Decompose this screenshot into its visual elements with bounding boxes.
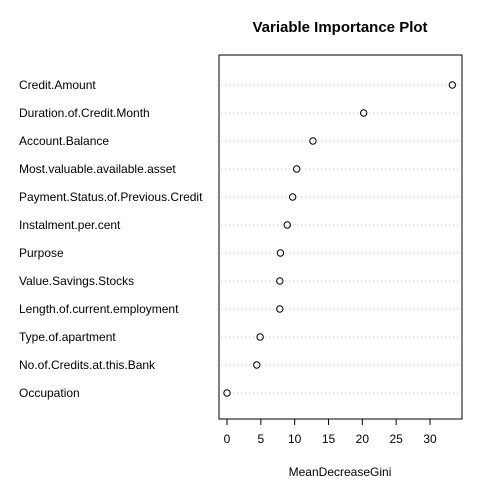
variable-label: Length.of.current.employment xyxy=(19,302,179,316)
x-tick-label: 25 xyxy=(389,432,403,446)
data-points xyxy=(223,81,457,397)
x-tick-label: 15 xyxy=(322,432,336,446)
plot-frame xyxy=(218,54,463,420)
chart-title: Variable Importance Plot xyxy=(252,19,427,36)
data-point xyxy=(276,249,285,257)
data-point xyxy=(223,389,231,397)
data-point xyxy=(359,109,368,117)
variable-label: Duration.of.Credit.Month xyxy=(19,106,150,120)
x-tick-label: 10 xyxy=(288,432,302,446)
data-point xyxy=(292,165,301,173)
x-tick-label: 5 xyxy=(257,432,264,446)
variable-label: Payment.Status.of.Previous.Credit xyxy=(19,190,203,204)
variable-label: Occupation xyxy=(19,386,80,400)
variable-label: Instalment.per.cent xyxy=(19,218,121,232)
x-axis-label: MeanDecreaseGini xyxy=(289,465,392,479)
variable-labels: Credit.Amount Duration.of.Credit.Month Acc… xyxy=(19,78,203,400)
data-point xyxy=(276,305,284,313)
data-point xyxy=(283,221,291,229)
guide-lines xyxy=(221,84,460,394)
x-tick-label: 30 xyxy=(423,432,437,446)
variable-label: Most.valuable.available.asset xyxy=(19,162,176,176)
data-point xyxy=(448,81,457,89)
data-point xyxy=(288,193,297,201)
data-point xyxy=(256,333,264,341)
variable-label: Type.of.apartment xyxy=(19,330,116,344)
data-point xyxy=(309,137,317,145)
data-point xyxy=(276,277,284,285)
variable-label: Credit.Amount xyxy=(19,78,96,92)
data-point xyxy=(253,361,261,369)
variable-label: Purpose xyxy=(19,246,64,260)
x-axis: 0 5 10 15 20 25 30 xyxy=(224,418,437,446)
variable-label: No.of.Credits.at.this.Bank xyxy=(19,358,156,372)
variable-label: Account.Balance xyxy=(19,134,109,148)
variable-label: Value.Savings.Stocks xyxy=(19,274,134,288)
x-tick-label: 0 xyxy=(224,432,231,446)
x-tick-label: 20 xyxy=(356,432,370,446)
